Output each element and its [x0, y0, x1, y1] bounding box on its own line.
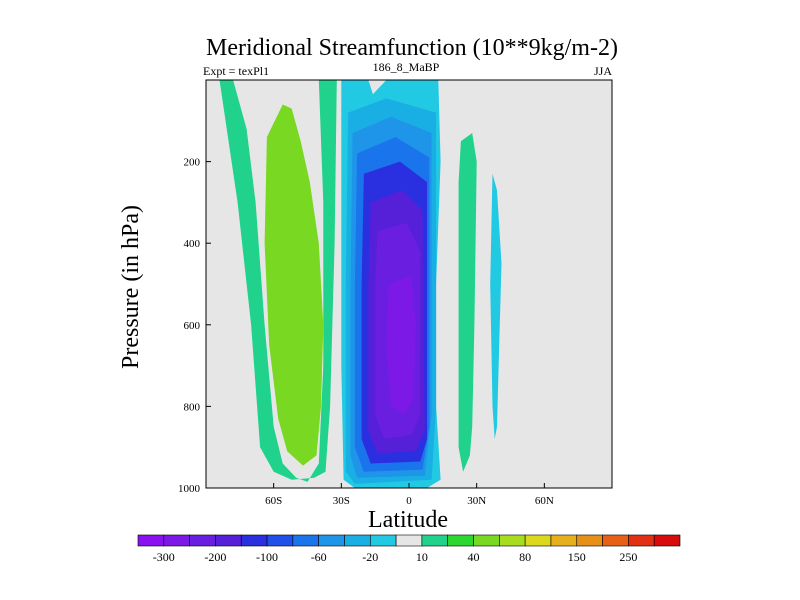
colorbar-box [189, 534, 216, 547]
colorbar-box [369, 534, 397, 547]
colorbar-label: -20 [362, 550, 378, 564]
y-tick-label: 800 [184, 401, 201, 413]
colorbar-box [318, 534, 345, 547]
colorbar-box [499, 534, 526, 547]
colorbar-box [292, 534, 319, 547]
y-tick-label: 600 [184, 320, 201, 332]
contour-cell-60s-inner [264, 104, 324, 466]
x-tick-label: 30N [467, 495, 486, 507]
colorbar-box [602, 534, 629, 547]
colorbar-box [550, 534, 578, 547]
colorbar-box [576, 534, 603, 547]
colorbar: -300 -200 -100 -60 -20 10 40 80 150 250 [137, 534, 681, 564]
x-axis-label: Latitude [368, 507, 448, 533]
chart-title: Meridional Streamfunction (10**9kg/m-2) [206, 35, 618, 61]
colorbar-box [473, 534, 500, 547]
y-axis-ticks: 200 400 600 800 1000 [178, 157, 211, 495]
contour-cell-40n [490, 173, 502, 440]
colorbar-label: 10 [416, 550, 428, 564]
contour-cell-60s-outer [219, 80, 337, 482]
y-tick-label: 400 [184, 238, 201, 250]
contour-cell-30n [458, 133, 477, 472]
colorbar-box [447, 534, 474, 547]
contour-cell-eq-core [386, 275, 416, 415]
x-axis-ticks: 60S 30S 0 30N 60N [265, 483, 554, 507]
colorbar-label: 40 [468, 550, 480, 564]
x-tick-label: 60N [535, 495, 554, 507]
y-axis-label: Pressure (in hPa) [118, 205, 144, 369]
x-tick-label: 30S [333, 495, 350, 507]
x-tick-label: 0 [406, 495, 412, 507]
colorbar-label: -300 [153, 550, 175, 564]
colorbar-box [163, 534, 190, 547]
y-tick-label: 200 [184, 157, 201, 169]
colorbar-box [344, 534, 371, 547]
season-label: JJA [594, 64, 612, 78]
colorbar-label: 250 [619, 550, 637, 564]
colorbar-box [137, 534, 165, 547]
colorbar-label: -60 [311, 550, 327, 564]
colorbar-label: 80 [519, 550, 531, 564]
period-label: 186_8_MaBP [373, 60, 440, 74]
colorbar-box [421, 534, 449, 547]
y-tick-label: 1000 [178, 483, 201, 495]
colorbar-box [266, 534, 294, 547]
colorbar-box [215, 534, 242, 547]
colorbar-label: 150 [568, 550, 586, 564]
colorbar-box [524, 534, 552, 547]
colorbar-box [395, 534, 423, 547]
colorbar-label: -200 [204, 550, 226, 564]
experiment-label: Expt = texPl1 [203, 64, 269, 78]
colorbar-box [628, 534, 655, 547]
colorbar-box [653, 534, 681, 547]
colorbar-label: -100 [256, 550, 278, 564]
contour-regions [219, 80, 502, 488]
colorbar-box [240, 534, 268, 547]
x-tick-label: 60S [265, 495, 282, 507]
